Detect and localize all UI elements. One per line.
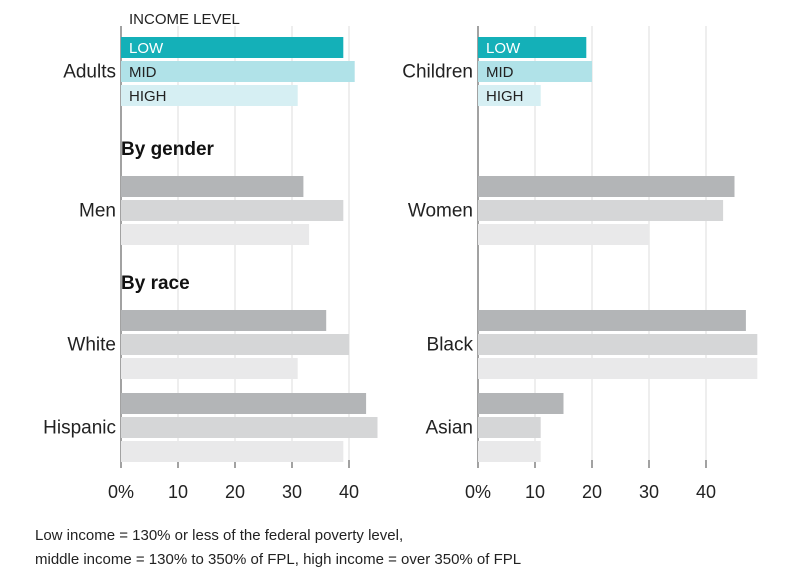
bar — [121, 417, 378, 438]
category-label: Hispanic — [43, 418, 116, 439]
bar — [478, 61, 592, 82]
category-label: Men — [79, 201, 116, 222]
section-title: By race — [121, 273, 190, 294]
bar — [121, 85, 298, 106]
bar — [121, 310, 327, 331]
bar — [478, 358, 758, 379]
legend-label-mid: MID — [129, 64, 157, 81]
bar — [121, 200, 344, 221]
bar — [478, 224, 649, 245]
bar — [121, 358, 298, 379]
bar — [121, 441, 344, 462]
footnote-line-2: middle income = 130% to 350% of FPL, hig… — [35, 551, 522, 568]
category-label: White — [67, 335, 116, 356]
legend-title: INCOME LEVEL — [129, 11, 240, 28]
bar — [478, 85, 541, 106]
tick-label: 40 — [696, 482, 716, 502]
category-label: Black — [427, 335, 474, 356]
bar-chart: 0% 10 20 30 40 0% 10 20 30 40 INCOME LEVEL By gende… — [43, 11, 758, 502]
legend-label-low: LOW — [129, 40, 164, 57]
bar — [478, 441, 541, 462]
tick-label: 0% — [108, 482, 134, 502]
tick-label: 20 — [582, 482, 602, 502]
tick-label: 10 — [168, 482, 188, 502]
bar — [121, 224, 310, 245]
tick-label: 30 — [282, 482, 302, 502]
bar — [121, 176, 304, 197]
tick-label: 30 — [639, 482, 659, 502]
footnote-line-1: Low income = 130% or less of the federal… — [35, 527, 404, 544]
category-label: Women — [408, 201, 473, 222]
bar — [121, 61, 355, 82]
bar — [478, 200, 724, 221]
bar — [121, 393, 367, 414]
section-title: By gender — [121, 139, 215, 160]
legend-label-low: LOW — [486, 40, 521, 57]
legend-label-mid: MID — [486, 64, 514, 81]
tick-label: 40 — [339, 482, 359, 502]
bar — [121, 37, 344, 58]
category-label: Adults — [63, 62, 116, 83]
category-label: Asian — [425, 418, 473, 439]
bar — [478, 310, 746, 331]
category-label: Children — [402, 62, 473, 83]
bar — [478, 393, 564, 414]
tick-label: 20 — [225, 482, 245, 502]
bar — [478, 417, 541, 438]
bar — [478, 334, 758, 355]
legend-label-high: HIGH — [129, 88, 167, 105]
bar — [478, 176, 735, 197]
legend-label-high: HIGH — [486, 88, 524, 105]
bar — [121, 334, 349, 355]
tick-label: 0% — [465, 482, 491, 502]
tick-label: 10 — [525, 482, 545, 502]
bar — [478, 37, 587, 58]
